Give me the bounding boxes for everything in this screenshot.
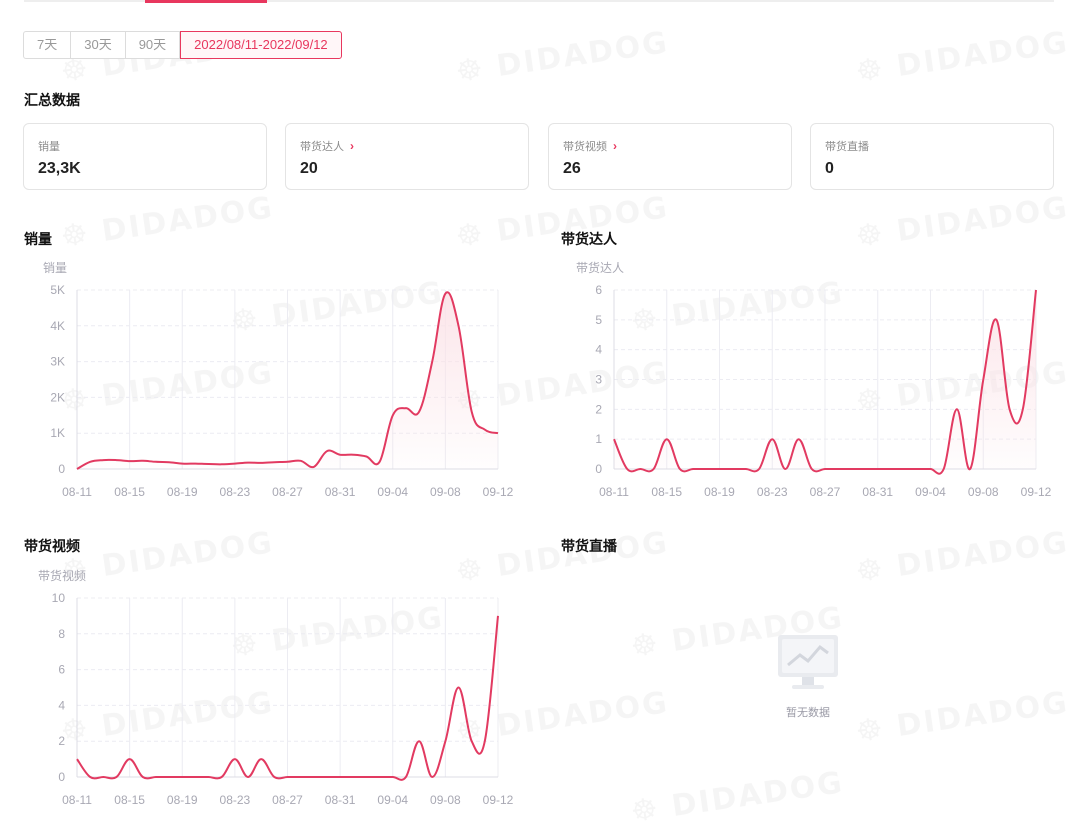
x-tick-label: 08-11 (599, 485, 629, 499)
x-tick-label: 08-31 (325, 485, 356, 499)
y-tick-label: 4K (50, 319, 65, 333)
x-tick-label: 08-11 (62, 485, 92, 499)
x-tick-label: 08-15 (114, 793, 145, 807)
x-tick-label: 08-15 (651, 485, 682, 499)
active-tab-indicator (145, 0, 267, 3)
y-tick-label: 5 (595, 313, 602, 327)
x-tick-label: 08-23 (757, 485, 788, 499)
card-value: 23,3K (38, 160, 81, 177)
y-tick-label: 2 (595, 402, 602, 416)
card-label: 带货直播 (825, 141, 869, 153)
x-tick-label: 09-12 (483, 793, 514, 807)
series-line (76, 615, 499, 781)
y-tick-label: 3K (50, 355, 65, 369)
card-value: 26 (563, 160, 581, 177)
live-chart-empty-state: 暂无数据 (770, 633, 846, 720)
y-tick-label: 1 (595, 432, 602, 446)
y-tick-label: 0 (595, 462, 602, 476)
x-tick-label: 09-04 (915, 485, 946, 499)
summary-card-influencers[interactable]: 带货达人 › 20 (285, 123, 529, 190)
x-tick-label: 09-12 (1021, 485, 1052, 499)
x-tick-label: 08-27 (272, 793, 303, 807)
series-line (613, 289, 1037, 475)
x-tick-label: 08-27 (272, 485, 303, 499)
chevron-right-icon[interactable]: › (350, 139, 354, 153)
card-label: 带货视频 (563, 141, 607, 153)
x-tick-label: 08-19 (167, 485, 198, 499)
range-7-days-button[interactable]: 7天 (23, 31, 72, 59)
custom-date-range-button[interactable]: 2022/08/11-2022/09/12 (180, 31, 342, 59)
y-tick-label: 5K (50, 283, 65, 297)
series-line (76, 291, 499, 470)
y-tick-label: 4 (595, 343, 602, 357)
empty-chart-icon (778, 635, 838, 689)
y-tick-label: 1K (50, 426, 65, 440)
x-tick-label: 08-31 (862, 485, 893, 499)
y-axis-unit-label: 销量 (43, 261, 67, 275)
influencers-chart-title: 带货达人 (561, 231, 617, 247)
y-axis-unit-label: 带货达人 (576, 260, 624, 275)
card-label: 销量 (38, 141, 60, 153)
x-tick-label: 08-23 (220, 793, 251, 807)
series-area (614, 290, 1036, 474)
summary-card-sales: 销量 23,3K (23, 123, 267, 190)
range-90-days-button[interactable]: 90天 (125, 31, 181, 59)
y-tick-label: 6 (58, 663, 65, 677)
card-label: 带货达人 (300, 141, 344, 153)
series-area (77, 292, 498, 469)
date-range-selector: 7天 30天 90天 2022/08/11-2022/09/12 (23, 31, 342, 59)
x-tick-label: 09-04 (377, 485, 408, 499)
x-tick-label: 08-27 (810, 485, 841, 499)
x-tick-label: 08-15 (114, 485, 145, 499)
x-tick-label: 09-08 (430, 793, 461, 807)
videos-chart-title: 带货视频 (24, 538, 80, 554)
y-tick-label: 6 (595, 283, 602, 297)
y-tick-label: 3 (595, 373, 602, 387)
y-tick-label: 0 (58, 462, 65, 476)
x-tick-label: 08-11 (62, 793, 92, 807)
top-divider (24, 0, 1054, 2)
y-tick-label: 4 (58, 698, 65, 712)
chevron-right-icon[interactable]: › (613, 139, 617, 153)
x-tick-label: 08-19 (704, 485, 735, 499)
live-chart-title: 带货直播 (561, 538, 617, 554)
x-tick-label: 09-04 (377, 793, 408, 807)
range-30-days-button[interactable]: 30天 (71, 31, 126, 59)
empty-state-text: 暂无数据 (786, 707, 830, 719)
y-axis-unit-label: 带货视频 (38, 568, 86, 583)
x-tick-label: 09-12 (483, 485, 514, 499)
summary-card-live: 带货直播 0 (810, 123, 1054, 190)
y-tick-label: 8 (58, 627, 65, 641)
sales-chart-title: 销量 (24, 231, 52, 247)
y-tick-label: 2K (50, 390, 65, 404)
y-tick-label: 2 (58, 734, 65, 748)
x-tick-label: 08-31 (325, 793, 356, 807)
summary-card-videos[interactable]: 带货视频 › 26 (548, 123, 792, 190)
y-tick-label: 0 (58, 770, 65, 784)
y-tick-label: 10 (52, 591, 66, 605)
x-tick-label: 09-08 (968, 485, 999, 499)
x-tick-label: 08-19 (167, 793, 198, 807)
card-value: 0 (825, 160, 834, 177)
x-tick-label: 08-23 (220, 485, 251, 499)
x-tick-label: 09-08 (430, 485, 461, 499)
summary-title: 汇总数据 (24, 92, 80, 108)
card-value: 20 (300, 160, 318, 177)
